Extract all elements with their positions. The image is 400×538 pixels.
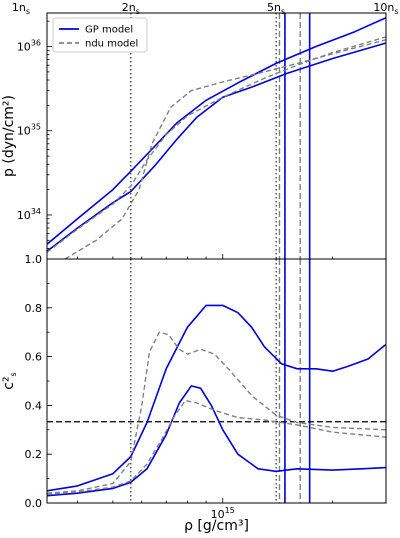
legend-entry-label: ndu model <box>85 39 138 50</box>
series-ndu-3 <box>47 399 386 496</box>
y-tick-label: 0.8 <box>25 302 43 315</box>
x-tick-label: 1015 <box>211 506 235 521</box>
y-tick-label: 1034 <box>17 207 41 222</box>
y-axis-label: c²s <box>1 372 18 389</box>
y-tick-label: 1035 <box>17 123 41 138</box>
series-gp-1 <box>47 385 386 497</box>
y-tick-label: 0.2 <box>25 448 43 461</box>
y-tick-label: 0.4 <box>25 399 43 412</box>
series-ndu-2 <box>47 36 386 253</box>
series-gp-0 <box>47 304 386 492</box>
y-tick-label: 1036 <box>17 39 41 54</box>
top-density-tick-label: 1ns <box>12 1 30 16</box>
top-density-tick-label: 10ns <box>373 1 398 16</box>
pressure-panel: 1034 1035 1036 p (dyn/cm²) 1ns 2ns 5ns 10ns GP m… <box>1 1 399 260</box>
top-density-tick-label: 2ns <box>122 1 140 16</box>
series-ndu-3 <box>64 39 386 259</box>
y-tick-label: 0.6 <box>25 351 43 364</box>
plot-area <box>47 13 386 259</box>
y-axis-label: p (dyn/cm²) <box>1 95 17 177</box>
series-ndu-2 <box>47 331 386 494</box>
series-gp-1 <box>47 42 386 252</box>
y-tick-label: 1.0 <box>25 253 43 266</box>
axes-frame <box>46 258 387 504</box>
top-density-tick-label: 5ns <box>267 1 285 16</box>
series-gp-0 <box>47 16 386 245</box>
legend: GP model ndu model <box>52 17 148 53</box>
plot-area <box>47 259 386 503</box>
x-axis-label: ρ [g/cm³] <box>184 518 249 534</box>
legend-entry-label: GP model <box>85 25 133 36</box>
y-tick-label: 0.0 <box>25 497 43 510</box>
